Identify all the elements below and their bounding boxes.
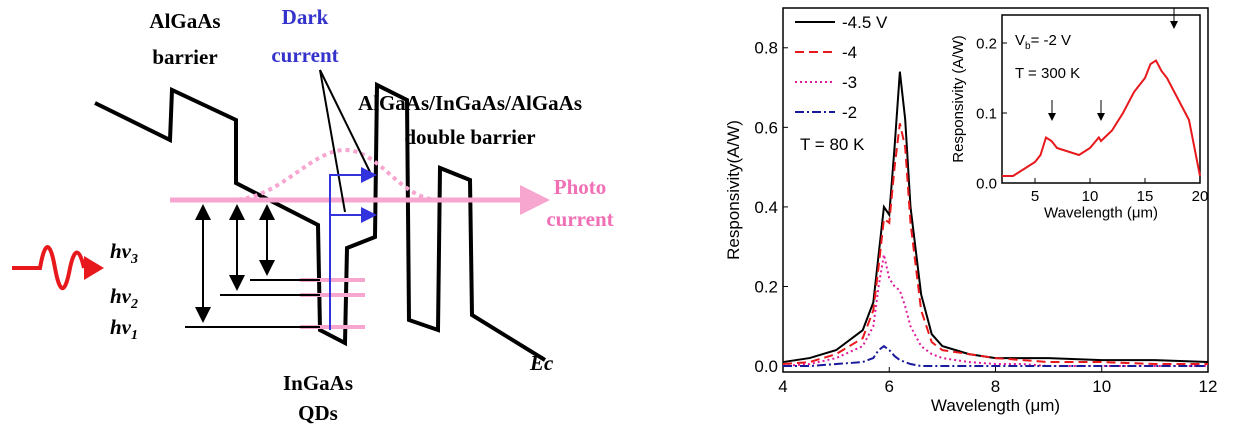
- label: AlGaAs/InGaAs/AlGaAs: [358, 91, 582, 115]
- label: AlGaAs: [149, 9, 220, 33]
- label: QDs: [298, 401, 338, 425]
- y-tick-label: 0.2: [976, 35, 997, 52]
- label: Dark: [282, 5, 329, 29]
- x-axis-label: Wavelength (μm): [931, 396, 1060, 415]
- y-axis-label: Responsivity(A/W): [724, 120, 743, 260]
- label: barrier: [152, 45, 217, 69]
- legend-label: -4.5 V: [842, 13, 888, 32]
- x-tick-label: 20: [1192, 188, 1209, 205]
- annotation: Vb= -2 V: [1015, 32, 1071, 52]
- x-tick-label: 8: [991, 377, 1000, 396]
- legend-label: -2: [842, 103, 857, 122]
- legend-label: -4: [842, 43, 857, 62]
- label: Photo: [554, 175, 607, 199]
- band-diagram: AlGaAs barrier Dark current AlGaAs/InGaA…: [12, 5, 614, 425]
- label: hv3: [110, 239, 138, 267]
- label: double barrier: [404, 125, 535, 149]
- y-tick-label: 0.0: [754, 357, 778, 376]
- annotation-part: b: [1025, 41, 1031, 52]
- x-tick-label: 10: [1082, 188, 1099, 205]
- x-tick-label: 6: [885, 377, 894, 396]
- series-line: [782, 71, 1209, 364]
- label: hv1: [110, 315, 138, 343]
- x-axis-label: Wavelength (μm): [1044, 205, 1158, 222]
- label: Ec: [529, 351, 554, 375]
- x-tick-label: 5: [1031, 188, 1039, 205]
- label: InGaAs: [283, 371, 353, 395]
- y-tick-label: 0.6: [754, 118, 778, 137]
- y-tick-label: 0.0: [976, 175, 997, 192]
- series-line: [782, 254, 1208, 368]
- y-tick-label: 0.4: [754, 198, 778, 217]
- legend-label: -3: [842, 73, 857, 92]
- x-tick-label: 12: [1199, 377, 1218, 396]
- annotation-part: V: [1015, 32, 1025, 49]
- y-tick-label: 0.2: [754, 277, 778, 296]
- y-tick-label: 0.1: [976, 105, 997, 122]
- annotation-part: = -2 V: [1031, 32, 1071, 49]
- y-tick-label: 0.8: [754, 39, 778, 58]
- annotation: T = 300 K: [1015, 65, 1080, 82]
- series-line: [1002, 59, 1201, 177]
- annotation: T = 80 K: [800, 135, 865, 154]
- x-tick-label: 4: [778, 377, 787, 396]
- plot-frame: [1001, 14, 1201, 184]
- label: current: [271, 43, 338, 67]
- label: current: [546, 207, 613, 231]
- series-line: [783, 344, 1208, 368]
- x-tick-label: 15: [1137, 188, 1154, 205]
- y-axis-label: Responsivity (A/W): [950, 35, 967, 163]
- series-line: [782, 123, 1208, 366]
- label: hv2: [110, 284, 138, 312]
- inset-bg: [1002, 15, 1200, 183]
- x-tick-label: 10: [1092, 377, 1111, 396]
